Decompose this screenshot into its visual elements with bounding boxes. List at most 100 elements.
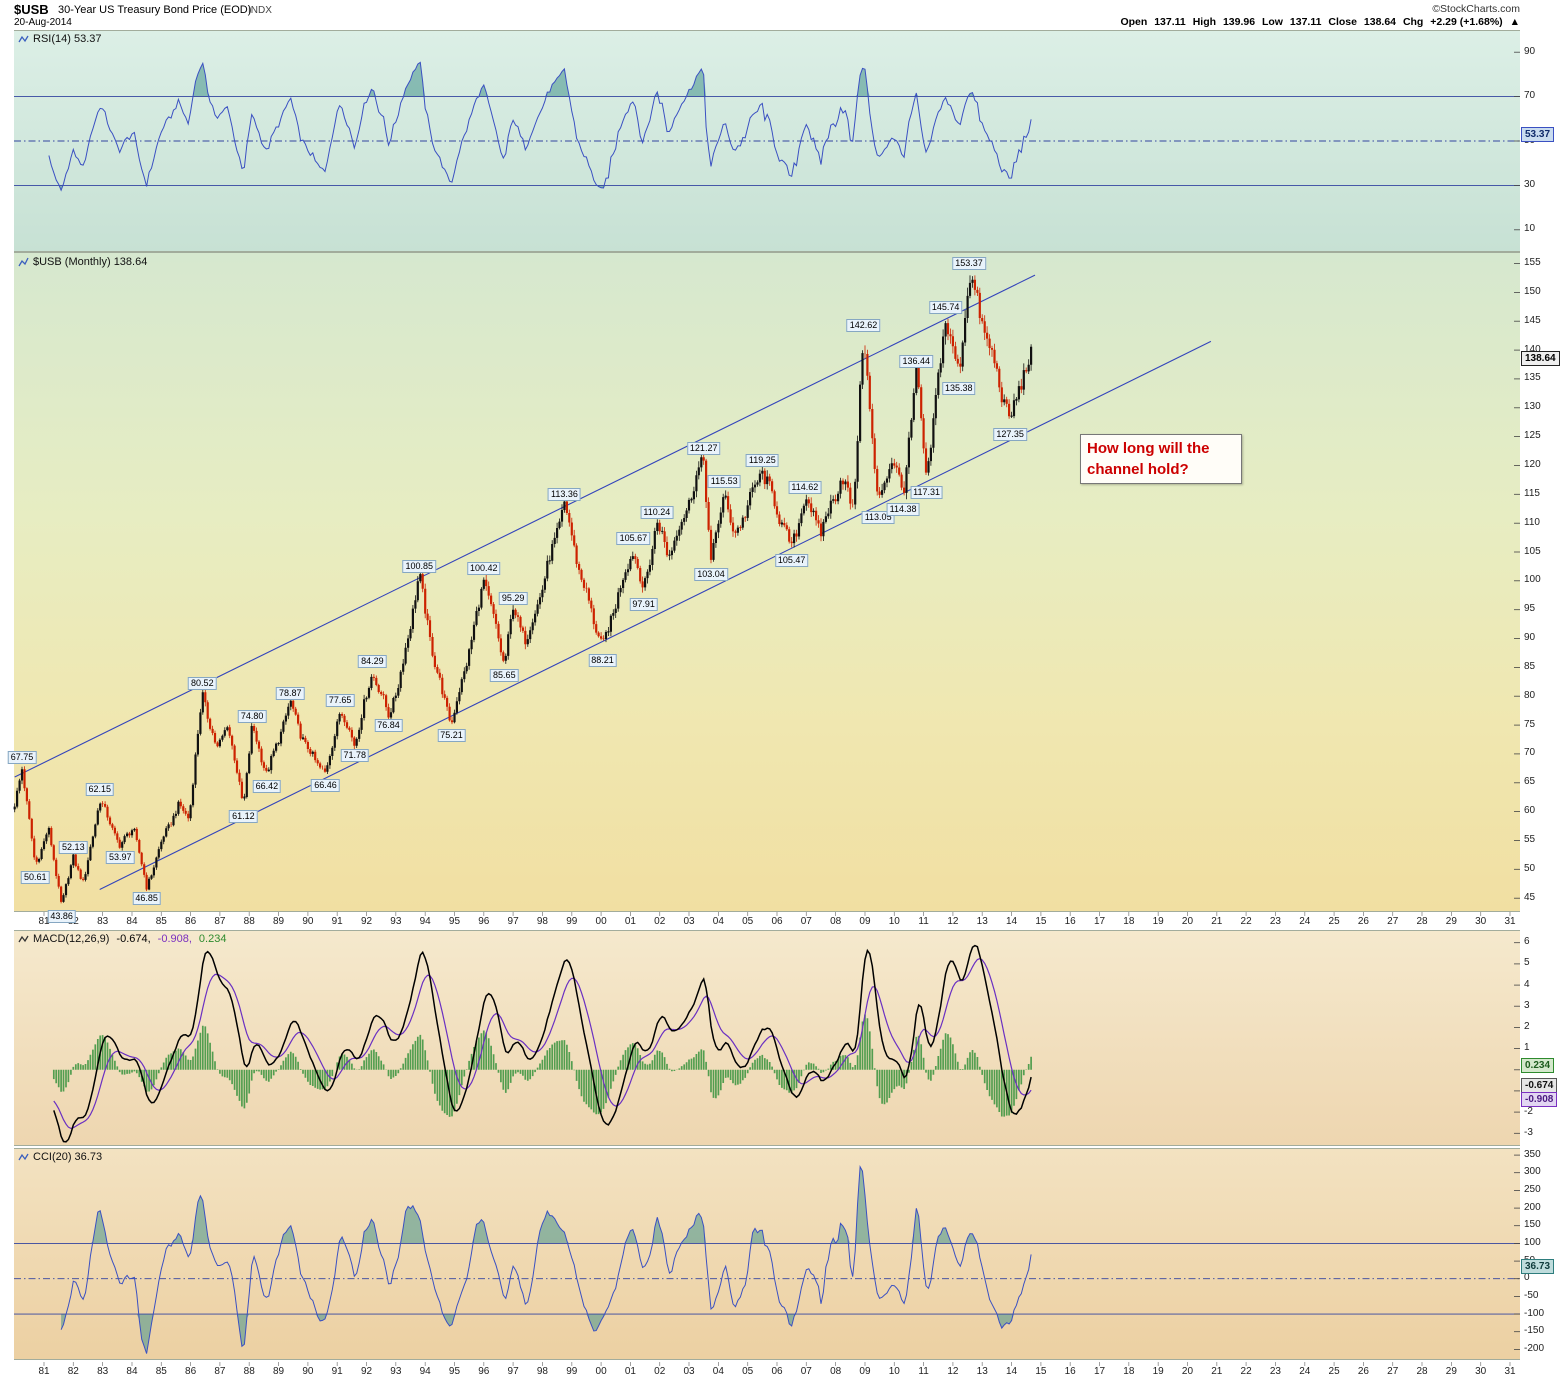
price-annotation: 66.42 (252, 779, 282, 793)
price-annotation: 142.62 (846, 318, 881, 332)
year-label: 11 (918, 916, 929, 927)
macd-panel (14, 930, 1520, 1146)
price-annotation: 100.42 (467, 562, 501, 576)
ytick-label: 150 (1524, 1219, 1541, 1231)
macd-line-value: -0.674, (116, 933, 151, 945)
year-label: 00 (595, 1366, 607, 1377)
high-label: High (1192, 16, 1217, 28)
price-annotation: 121.27 (686, 442, 721, 456)
ytick-label: 5 (1524, 957, 1530, 969)
year-label: 13 (976, 916, 988, 927)
macd-signal-value: -0.908, (157, 933, 192, 945)
ytick-label: 0 (1524, 1272, 1530, 1284)
year-label: 86 (185, 1366, 197, 1377)
year-label: 27 (1387, 916, 1399, 927)
ytick-label: 30 (1524, 178, 1536, 190)
price-annotation: 117.31 (910, 485, 943, 499)
price-annotation: 145.74 (928, 300, 963, 314)
low-label: Low (1261, 16, 1283, 28)
rsi-indicator-icon (18, 34, 29, 45)
year-label: 86 (185, 916, 197, 927)
year-label: 97 (507, 1366, 519, 1377)
year-label: 85 (155, 1366, 167, 1377)
ytick-label: 70 (1524, 90, 1536, 102)
up-arrow-icon: ▲ (1509, 16, 1520, 28)
price-annotation: 113.36 (547, 487, 581, 501)
cci-label-row: CCI(20) 36.73 (18, 1151, 102, 1163)
year-label: 23 (1269, 916, 1281, 927)
macd-line-value-badge: -0.674 (1521, 1078, 1558, 1093)
year-label: 09 (859, 1366, 871, 1377)
year-label: 19 (1152, 1366, 1164, 1377)
year-label: 14 (1005, 1366, 1018, 1377)
ytick-label: 3 (1524, 999, 1530, 1011)
year-label: 08 (830, 1366, 842, 1377)
year-label: 04 (712, 1366, 724, 1377)
ytick-label: 6 (1524, 936, 1530, 948)
year-label: 21 (1211, 916, 1223, 927)
year-label: 98 (536, 1366, 548, 1377)
year-label: 91 (331, 1366, 343, 1377)
price-annotation: 66.46 (311, 779, 340, 793)
year-label: 84 (126, 916, 138, 927)
year-label: 90 (302, 916, 314, 927)
cci-indicator-icon (18, 1152, 29, 1163)
close-label: Close (1328, 16, 1357, 28)
ytick-label: 80 (1524, 689, 1536, 701)
year-label: 88 (243, 916, 255, 927)
price-annotation: 127.35 (993, 428, 1027, 442)
year-label: 01 (624, 916, 636, 927)
year-label: 92 (360, 916, 373, 927)
year-label: 95 (448, 1366, 461, 1377)
price-annotation: 114.62 (788, 480, 822, 494)
cci-value-badge: 36.73 (1521, 1259, 1555, 1274)
ytick-label: 120 (1524, 458, 1541, 470)
year-label: 94 (419, 1366, 431, 1377)
chg-label: Chg (1402, 16, 1424, 28)
year-label: 18 (1123, 916, 1135, 927)
year-label: 29 (1445, 1366, 1457, 1377)
cci-panel (14, 1148, 1520, 1360)
ytick-label: 100 (1524, 574, 1541, 586)
ytick-label: 90 (1524, 45, 1536, 57)
ytick-label: 10 (1524, 223, 1536, 235)
year-label: 29 (1445, 916, 1457, 927)
ticker-exchange: INDX (248, 5, 272, 16)
price-annotation: 105.67 (616, 532, 651, 546)
year-label: 02 (654, 916, 666, 927)
year-label: 84 (126, 1366, 138, 1377)
chg-value: +2.29 (+1.68%) (1430, 16, 1503, 28)
year-label: 05 (742, 1366, 754, 1377)
year-label: 13 (976, 1366, 988, 1377)
low-value: 137.11 (1289, 16, 1322, 28)
price-annotation: 110.24 (640, 505, 674, 519)
ytick-label: 115 (1524, 487, 1540, 499)
ohlc-quote: Open 137.11 High 139.96 Low 137.11 Close… (1116, 16, 1520, 28)
year-label: 01 (624, 1366, 636, 1377)
macd-label: MACD(12,26,9) (33, 933, 110, 945)
year-label: 03 (683, 1366, 695, 1377)
year-label: 12 (947, 916, 959, 927)
ytick-label: 250 (1524, 1183, 1541, 1195)
rsi-label-row: RSI(14) 53.37 (18, 33, 101, 45)
macd-signal-value-badge: -0.908 (1521, 1092, 1558, 1107)
cci-label: CCI(20) 36.73 (33, 1151, 103, 1163)
year-label: 96 (478, 916, 490, 927)
source-credit: ©StockCharts.com (1432, 3, 1520, 15)
year-label: 10 (888, 1366, 900, 1377)
year-label: 85 (155, 916, 167, 927)
ytick-label: 100 (1524, 1236, 1541, 1248)
year-label: 28 (1416, 916, 1428, 927)
year-label: 87 (214, 1366, 226, 1377)
ytick-label: 125 (1524, 430, 1541, 442)
macd-hist-value: 0.234 (198, 933, 227, 945)
year-label: 99 (566, 1366, 578, 1377)
price-annotation: 105.47 (774, 554, 809, 568)
ytick-label: 135 (1524, 372, 1541, 384)
year-label: 83 (97, 1366, 109, 1377)
year-label: 87 (214, 916, 226, 927)
year-label: 91 (331, 916, 343, 927)
year-label: 04 (712, 916, 724, 927)
year-label: 22 (1240, 1366, 1252, 1377)
macd-indicator-icon (18, 934, 29, 945)
